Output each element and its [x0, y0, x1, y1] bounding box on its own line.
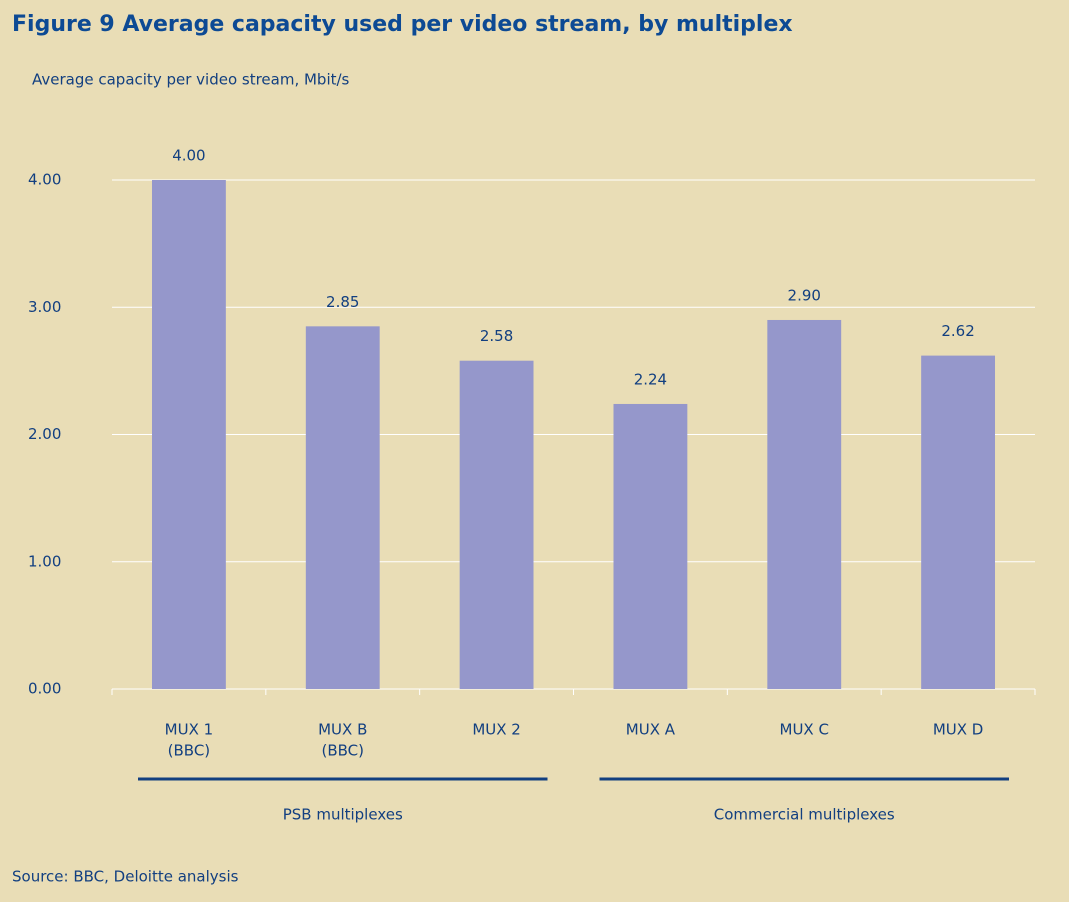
bar [151, 180, 226, 689]
value-label: 4.00 [172, 147, 205, 165]
x-tick-label: (BBC) [168, 742, 211, 760]
x-tick-label: MUX C [780, 721, 829, 739]
y-tick-label: 1.00 [28, 552, 61, 570]
bar [921, 355, 996, 689]
y-tick-label: 2.00 [28, 425, 61, 443]
x-tick-label: MUX 1 [165, 721, 214, 739]
chart-title: Figure 9 Average capacity used per video… [12, 12, 793, 37]
x-tick-label: MUX B [318, 721, 367, 739]
x-tick-label: (BBC) [322, 742, 365, 760]
bar [305, 326, 380, 689]
bar [459, 360, 534, 689]
value-label: 2.24 [634, 370, 667, 388]
value-label: 2.58 [480, 327, 513, 345]
y-tick-label: 3.00 [28, 298, 61, 316]
y-tick-label: 4.00 [28, 171, 61, 189]
value-label: 2.62 [941, 322, 974, 340]
x-tick-label: MUX 2 [472, 721, 521, 739]
y-tick-label: 0.00 [28, 680, 61, 698]
value-label: 2.90 [788, 286, 821, 304]
y-axis-label: Average capacity per video stream, Mbit/… [32, 71, 350, 89]
bar [613, 403, 688, 689]
source: Source: BBC, Deloitte analysis [12, 868, 239, 886]
group-label: PSB multiplexes [283, 806, 403, 824]
bar [767, 319, 842, 689]
value-label: 2.85 [326, 293, 359, 311]
x-tick-label: MUX D [933, 721, 984, 739]
x-tick-label: MUX A [626, 721, 676, 739]
group-label: Commercial multiplexes [714, 806, 895, 824]
